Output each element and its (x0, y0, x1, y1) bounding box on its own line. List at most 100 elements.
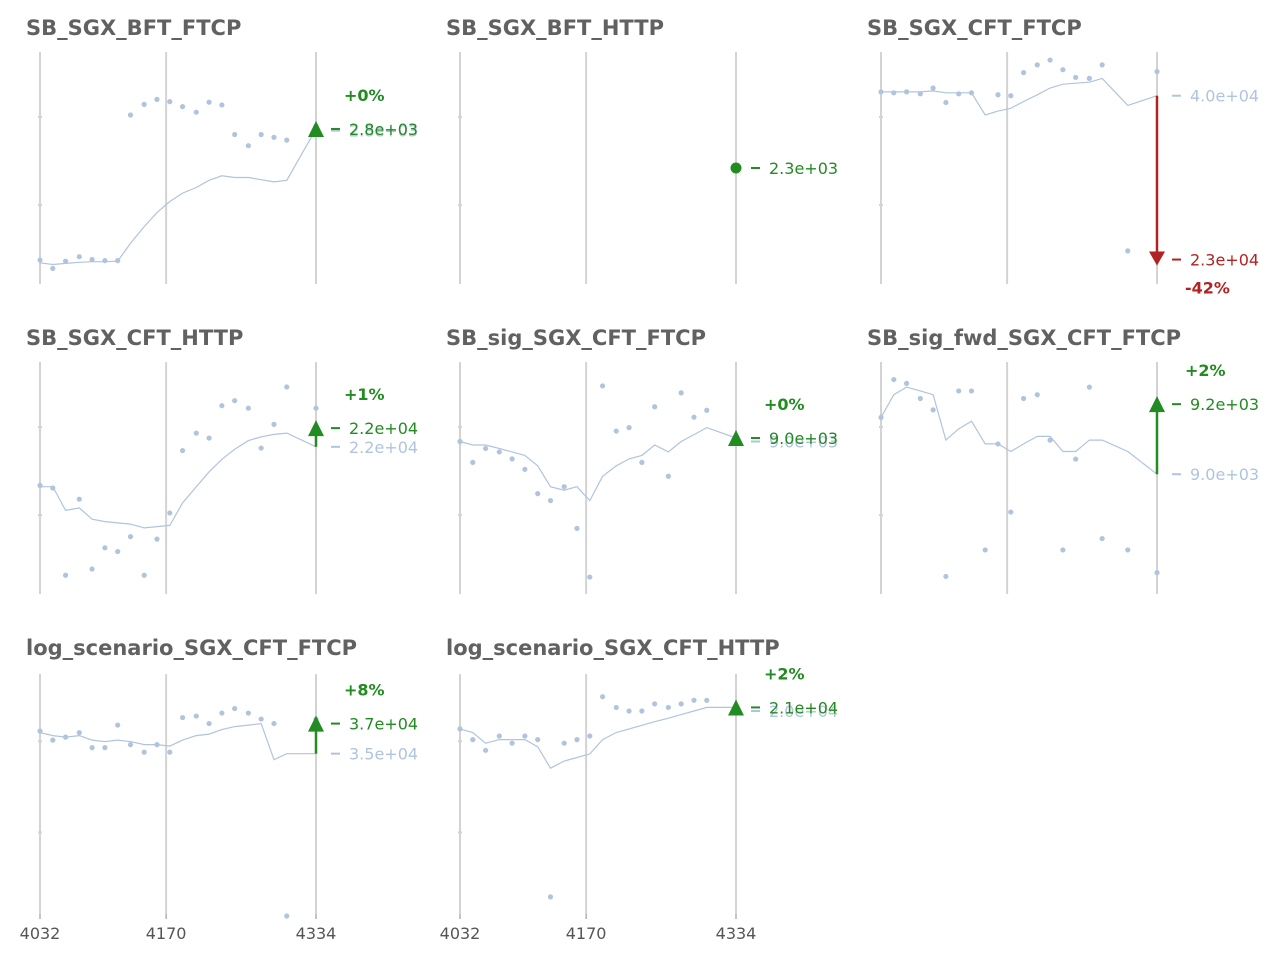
data-point (1154, 69, 1160, 75)
data-point (1047, 57, 1053, 63)
data-point (968, 388, 975, 394)
x-tick-label: 4334 (716, 924, 757, 943)
data-point (1020, 70, 1027, 76)
data-point (1047, 437, 1053, 443)
data-point (878, 89, 884, 95)
data-point (930, 407, 936, 413)
data-point (561, 484, 567, 490)
data-point (167, 510, 173, 516)
data-point (232, 131, 238, 138)
data-point (522, 466, 528, 472)
data-point (271, 134, 277, 140)
data-point (37, 728, 43, 734)
x-tick-label: 4032 (440, 924, 481, 943)
data-point (258, 131, 264, 138)
data-point (102, 258, 108, 264)
data-point (232, 398, 238, 404)
panel-7: log_scenario_SGX_CFT_HTTP 2.0e+042.1e+04 +… (440, 636, 838, 943)
current-value-label: 2.1e+04 (769, 698, 838, 717)
data-point (561, 740, 567, 746)
data-point (76, 730, 82, 736)
current-value-label: 9.0e+03 (769, 429, 838, 448)
data-point (652, 701, 658, 707)
change-percent-label: +8% (344, 681, 385, 700)
data-point (1008, 509, 1014, 515)
data-point (678, 390, 684, 396)
data-point (50, 737, 56, 743)
data-point (587, 574, 593, 580)
baseline-value-label: 9.0e+03 (769, 433, 838, 452)
data-point (76, 254, 82, 260)
panel-title: SB_SGX_BFT_HTTP (446, 16, 664, 40)
data-point (206, 435, 212, 441)
data-point (891, 376, 897, 383)
data-point (599, 383, 606, 389)
data-point (127, 534, 134, 540)
current-value-label: 2.3e+04 (1190, 251, 1259, 270)
data-point (903, 380, 910, 386)
change-percent-label: -42% (1185, 279, 1230, 298)
data-point (154, 742, 160, 748)
current-value-label: 2.8e+03 (349, 120, 418, 139)
data-point (245, 405, 251, 411)
data-point (482, 445, 489, 452)
data-point (1086, 75, 1092, 81)
down-arrow-icon (1149, 251, 1165, 266)
data-point (691, 414, 697, 420)
data-point (613, 704, 619, 711)
data-point (1099, 62, 1105, 68)
data-point (535, 491, 541, 497)
current-value-dot (730, 162, 742, 174)
trend-line (880, 386, 1158, 475)
change-percent-label: +2% (1185, 361, 1226, 380)
data-point (258, 716, 264, 722)
data-point (127, 742, 134, 748)
data-point (691, 697, 697, 703)
x-tick-label: 4334 (296, 924, 337, 943)
data-point (219, 403, 225, 409)
data-point (665, 704, 671, 711)
data-point (626, 425, 632, 431)
data-point (167, 99, 173, 105)
data-point (496, 449, 502, 455)
data-point (995, 441, 1001, 447)
up-arrow-icon (728, 699, 744, 716)
panel-title: SB_sig_SGX_CFT_FTCP (446, 326, 706, 350)
data-point (509, 456, 515, 462)
panel-title: log_scenario_SGX_CFT_HTTP (446, 636, 780, 660)
data-point (271, 421, 277, 427)
data-point (258, 445, 264, 451)
data-point (968, 90, 975, 96)
data-point (982, 547, 988, 553)
data-point (284, 384, 290, 390)
data-point (891, 90, 897, 96)
current-value-label: 2.2e+04 (349, 419, 418, 438)
data-point (878, 414, 884, 421)
data-point (89, 566, 95, 572)
data-point (284, 913, 290, 919)
data-point (1086, 384, 1092, 390)
panel-4: SB_sig_SGX_CFT_FTCP 9.0e+039.0e+03 +0% (446, 326, 838, 594)
data-point (141, 101, 147, 107)
data-point (50, 265, 56, 272)
panel-title: SB_sig_fwd_SGX_CFT_FTCP (867, 326, 1181, 350)
data-point (141, 572, 147, 578)
panel-5: SB_sig_fwd_SGX_CFT_FTCP 9.0e+03 9.2e+03 +2% (867, 326, 1259, 594)
data-point (127, 112, 134, 118)
panel-6: log_scenario_SGX_CFT_FTCP 3.5e+04 3.7e+04 +… (20, 636, 418, 943)
data-point (179, 447, 186, 454)
data-point (1073, 456, 1079, 462)
data-point (102, 545, 108, 551)
data-point (115, 258, 121, 264)
data-point (535, 737, 541, 743)
data-point (574, 525, 580, 531)
data-point (1060, 547, 1066, 553)
data-point (154, 536, 160, 542)
data-point (89, 745, 95, 751)
data-point (956, 388, 962, 394)
data-point (470, 459, 476, 465)
data-point (271, 720, 277, 727)
data-point (89, 256, 95, 263)
up-arrow-icon (308, 715, 324, 732)
